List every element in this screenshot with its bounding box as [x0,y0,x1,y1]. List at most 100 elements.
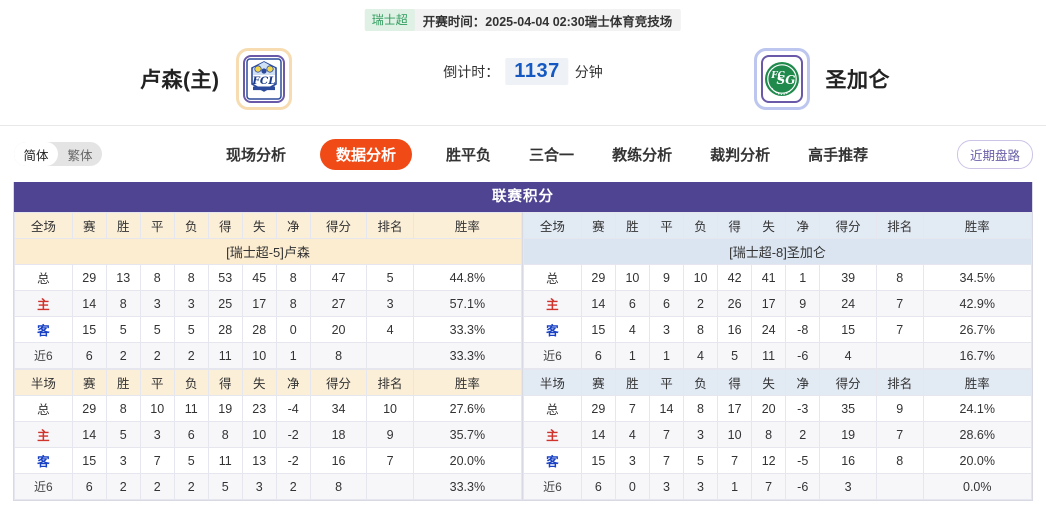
away-full-cell-2: 1 [648,342,685,369]
column-header-9: 排名 [876,369,924,396]
home-half-cell-8: 9 [366,421,414,448]
kickoff-time: 开赛时间：2025-04-04 02:30 [422,14,585,29]
language-toggle[interactable]: 简体 繁体 [14,142,102,166]
fcl-crest-svg: FCL [245,58,282,100]
venue-name: 瑞士体育竞技场 [584,14,673,29]
home-full-cell-7: 47 [309,264,368,291]
away-half-cell-9: 24.1% [922,395,1032,422]
away-half-cell-2: 7 [648,447,685,474]
home-half-cell-4: 11 [207,447,243,474]
away-half-cell-6: 2 [785,421,821,448]
home-half-cell-9: 20.0% [412,447,523,474]
home-team-block[interactable]: 卢森(主) FCL [140,48,292,110]
away-half-cell-3: 5 [682,447,719,474]
column-header-6: 失 [241,212,277,239]
away-half-cell-0: 6 [580,473,616,500]
home-full-cell-3: 3 [173,290,209,317]
table-row: 近6 6 1 1 4 5 11 -6 4 16.7% [523,342,1032,369]
home-full-body: 总 29 13 8 8 53 45 8 47 5 44.8% 主 14 8 3 3 25 17 8 27 3 57.1% 客… [14,264,523,369]
away-half-cell-2: 14 [648,395,685,422]
svg-text:FC: FC [770,71,785,81]
home-half-cell-2: 7 [139,447,175,474]
nav-tab-4[interactable]: 教练分析 [612,146,673,164]
nav-tab-1[interactable]: 数据分析 [320,138,413,170]
nav-tab-5[interactable]: 裁判分析 [710,146,771,164]
away-full-cell-7: 24 [819,290,878,317]
away-full-cell-9: 34.5% [922,264,1032,291]
home-half-cell-7: 8 [309,473,368,500]
column-header-3: 平 [648,212,685,239]
away-half-row-label: 近6 [523,473,582,500]
away-full-cell-5: 24 [751,316,787,343]
lang-traditional-button[interactable]: 繁体 [67,148,93,163]
away-team-block[interactable]: FC SG 圣加仑 [753,48,891,110]
away-full-cell-2: 6 [648,290,685,317]
away-team-name: 圣加仑 [825,69,890,92]
away-half-cell-7: 19 [819,421,878,448]
match-header: 瑞士超 开赛时间：2025-04-04 02:30 瑞士体育竞技场 卢森(主) … [0,0,1046,126]
column-header-5: 得 [717,369,753,396]
home-half-cell-0: 14 [71,421,107,448]
table-row: 主 14 8 3 3 25 17 8 27 3 57.1% [14,290,523,317]
away-full-cell-3: 8 [682,316,719,343]
away-half-table: 半场赛胜平负得失净得分 排名 胜率 总 29 7 14 8 17 20 -3 35 9 24.1% 主 14… [523,369,1032,500]
home-team-name: 卢森(主) [140,69,220,92]
home-half-cell-0: 29 [71,395,107,422]
fcl-crest-icon: FCL [242,55,285,103]
column-header-0: 半场 [523,369,582,396]
home-half-cell-1: 2 [105,473,141,500]
away-team-badge: FC SG [753,48,810,110]
away-full-cell-3: 10 [682,264,719,291]
tables-wrap: [瑞士超-5]卢森 全场赛胜平负得失净得分 排名 胜率 总 29 13 8 8 53 45 8 47… [14,212,1032,500]
nav-tab-2[interactable]: 胜平负 [446,146,492,164]
column-header-4: 负 [173,369,209,396]
away-full-cell-0: 6 [580,342,616,369]
away-full-row-label: 主 [523,290,582,317]
away-full-cell-0: 15 [580,316,616,343]
home-half-cell-0: 6 [71,473,107,500]
column-header-0: 全场 [14,212,73,239]
home-full-cell-7: 27 [309,290,368,317]
home-full-cell-3: 5 [173,316,209,343]
table-row: 近6 6 2 2 2 5 3 2 8 33.3% [14,473,523,500]
away-half-cell-7: 3 [819,473,878,500]
column-header-1: 赛 [71,212,107,239]
away-full-cell-2: 3 [648,316,685,343]
lang-simplified-button[interactable]: 简体 [14,142,58,166]
home-full-cell-6: 8 [275,290,311,317]
away-full-cell-5: 41 [751,264,787,291]
column-header-0: 半场 [14,369,73,396]
away-full-cell-4: 26 [717,290,753,317]
column-header-7: 净 [785,369,821,396]
nav-tab-6[interactable]: 高手推荐 [808,146,869,164]
home-half-cell-1: 5 [105,421,141,448]
nav-tab-3[interactable]: 三合一 [529,146,575,164]
fcsg-crest-svg: FC SG [764,62,799,96]
home-full-row-label: 主 [14,290,73,317]
away-half-cell-2: 3 [648,473,685,500]
column-header-8: 得分 [309,369,368,396]
recent-odds-button[interactable]: 近期盘路 [956,139,1033,169]
away-half-cell-4: 1 [717,473,753,500]
column-header-10: 胜率 [922,212,1032,239]
away-half-cell-1: 0 [614,473,650,500]
countdown-value: 1137 [505,58,569,85]
home-half-cell-2: 3 [139,421,175,448]
home-half-cell-3: 2 [173,473,209,500]
away-full-cell-7: 39 [819,264,878,291]
away-full-cell-4: 42 [717,264,753,291]
away-full-cell-8: 8 [876,264,924,291]
nav-tab-0[interactable]: 现场分析 [226,146,287,164]
away-full-cell-1: 10 [614,264,650,291]
away-full-cell-9: 42.9% [922,290,1032,317]
away-half-cell-6: -5 [785,447,821,474]
away-half-cell-8: 8 [876,447,924,474]
column-header-9: 排名 [366,212,414,239]
column-header-8: 得分 [819,369,878,396]
away-full-row-label: 近6 [523,342,582,369]
column-header-4: 负 [682,212,719,239]
away-full-header: 全场赛胜平负得失净得分 排名 胜率 [523,212,1032,239]
home-team-badge: FCL [235,48,292,110]
home-full-cell-1: 2 [105,342,141,369]
column-header-3: 平 [648,369,685,396]
